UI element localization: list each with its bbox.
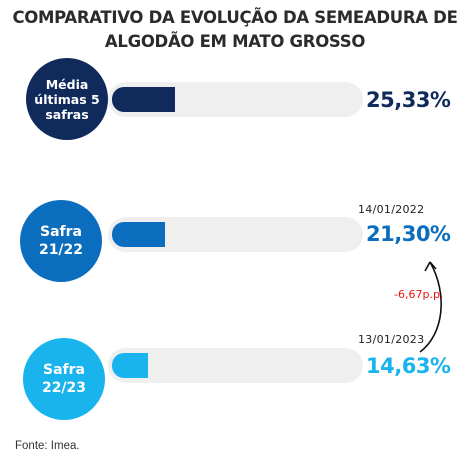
value-label-2122: 21,30% xyxy=(366,222,451,246)
category-circle-2223: Safra 22/23 xyxy=(23,338,105,420)
category-circle-media: Média últimas 5 safras xyxy=(26,58,108,140)
category-label-media: Média últimas 5 safras xyxy=(34,76,100,122)
source-note: Fonte: Imea. xyxy=(15,440,80,452)
bar-track-media xyxy=(108,82,363,117)
date-label-2122: 14/01/2022 xyxy=(358,203,425,216)
bar-track-2223 xyxy=(108,348,363,383)
category-label-2122: Safra 21/22 xyxy=(38,224,84,258)
category-circle-2122: Safra 21/22 xyxy=(20,200,102,282)
value-label-2223: 14,63% xyxy=(366,354,451,378)
value-label-media: 25,33% xyxy=(366,88,451,112)
bar-2223 xyxy=(112,353,148,378)
date-label-2223: 13/01/2023 xyxy=(358,333,425,346)
bar-media xyxy=(112,87,175,112)
chart-title: COMPARATIVO DA EVOLUÇÃO DA SEMEADURA DE … xyxy=(12,8,458,51)
category-label-2223: Safra 22/23 xyxy=(41,362,87,396)
bar-2122 xyxy=(112,222,165,247)
bar-track-2122 xyxy=(108,217,363,252)
difference-annotation: -6,67p.p. xyxy=(394,288,444,301)
difference-arrow-icon xyxy=(419,261,442,353)
